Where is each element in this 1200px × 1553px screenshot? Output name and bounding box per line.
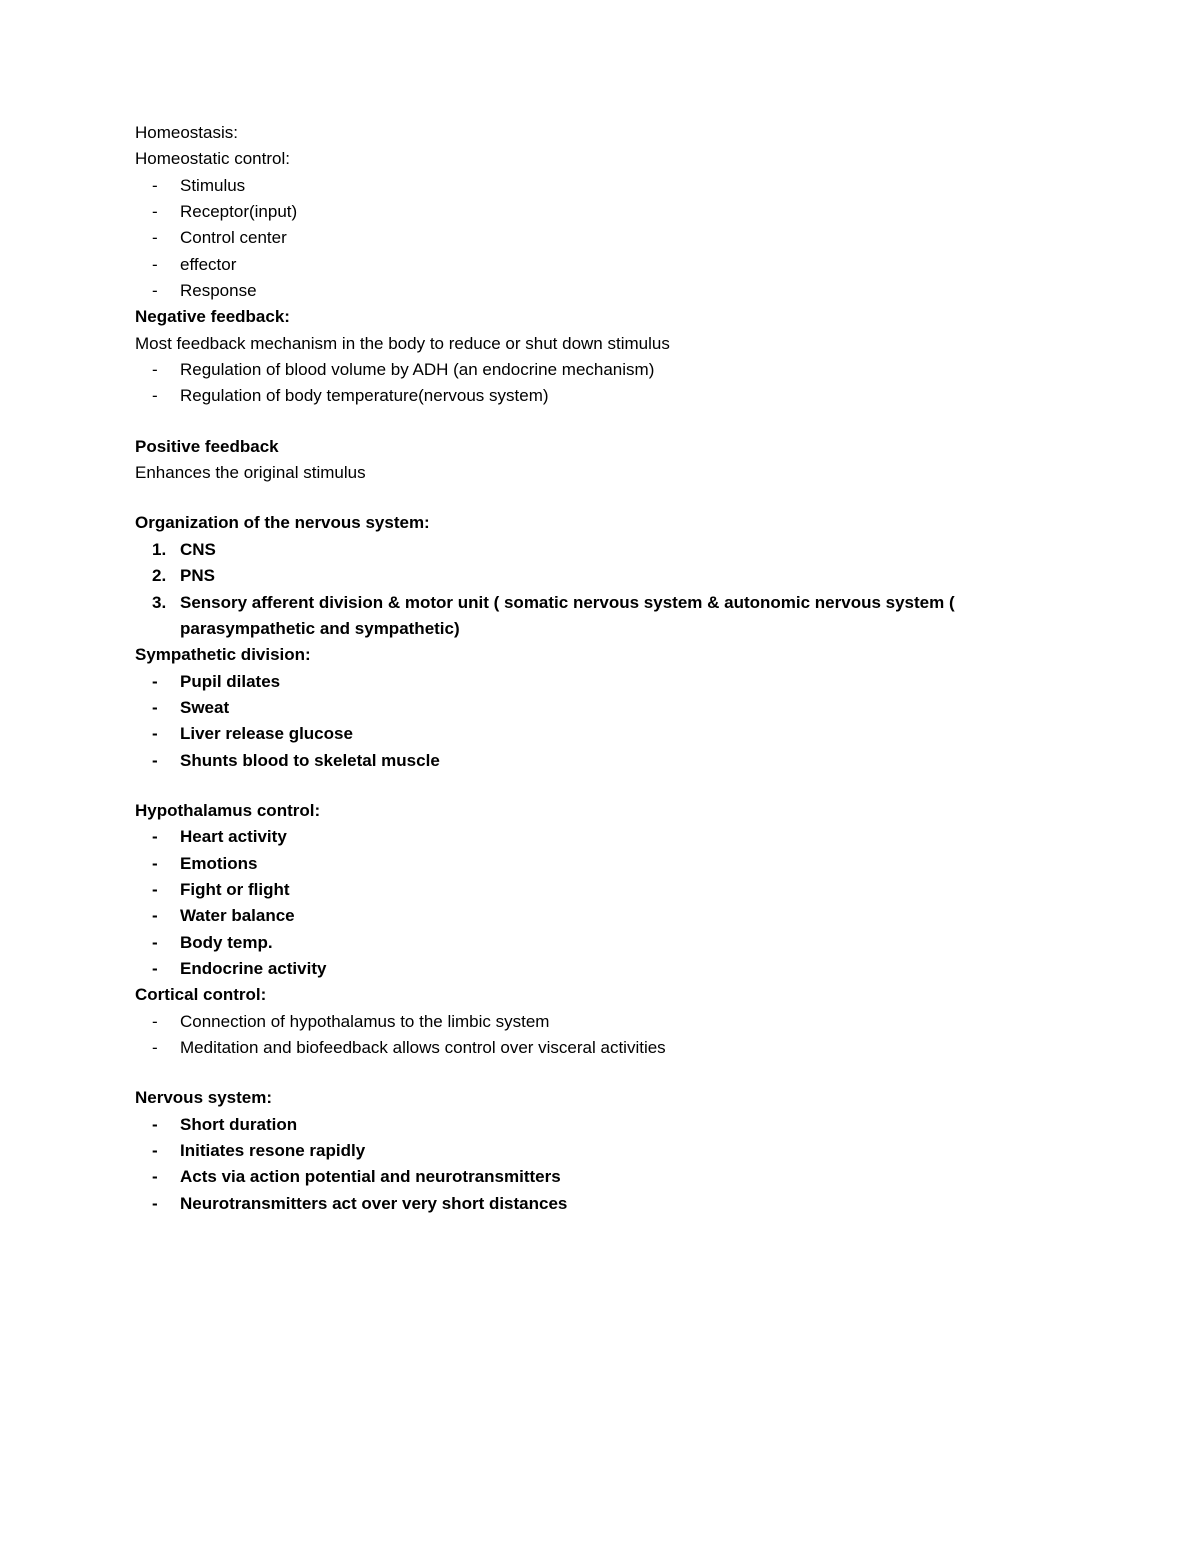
spacer — [135, 486, 1065, 510]
list-item: Water balance — [180, 903, 1065, 929]
section-title-homeostasis: Homeostasis: — [135, 120, 1065, 146]
list-item: Body temp. — [180, 930, 1065, 956]
section-subtitle-homeostatic-control: Homeostatic control: — [135, 146, 1065, 172]
spacer — [135, 774, 1065, 798]
spacer — [135, 1061, 1065, 1085]
heading-organization: Organization of the nervous system: — [135, 510, 1065, 536]
list-item: Emotions — [180, 851, 1065, 877]
sympathetic-list: Pupil dilates Sweat Liver release glucos… — [135, 669, 1065, 774]
hypothalamus-list: Heart activity Emotions Fight or flight … — [135, 824, 1065, 982]
heading-cortical: Cortical control: — [135, 982, 1065, 1008]
list-item: Pupil dilates — [180, 669, 1065, 695]
heading-negative-feedback: Negative feedback: — [135, 304, 1065, 330]
negative-feedback-list: Regulation of blood volume by ADH (an en… — [135, 357, 1065, 410]
list-item: Initiates resone rapidly — [180, 1138, 1065, 1164]
list-item: 2.PNS — [180, 563, 1065, 589]
list-item: Response — [180, 278, 1065, 304]
list-item: Sweat — [180, 695, 1065, 721]
list-item: Acts via action potential and neurotrans… — [180, 1164, 1065, 1190]
cortical-list: Connection of hypothalamus to the limbic… — [135, 1009, 1065, 1062]
list-item: Control center — [180, 225, 1065, 251]
list-item-text: CNS — [180, 540, 216, 559]
list-item-text: Sensory afferent division & motor unit (… — [180, 593, 955, 638]
list-item-text: PNS — [180, 566, 215, 585]
nervous-list: Short duration Initiates resone rapidly … — [135, 1112, 1065, 1217]
heading-positive-feedback: Positive feedback — [135, 434, 1065, 460]
list-item: Regulation of body temperature(nervous s… — [180, 383, 1065, 409]
list-item: Neurotransmitters act over very short di… — [180, 1191, 1065, 1217]
spacer — [135, 410, 1065, 434]
list-item: Connection of hypothalamus to the limbic… — [180, 1009, 1065, 1035]
list-item: Endocrine activity — [180, 956, 1065, 982]
list-item: 3.Sensory afferent division & motor unit… — [180, 590, 1065, 643]
list-item: Meditation and biofeedback allows contro… — [180, 1035, 1065, 1061]
desc-positive-feedback: Enhances the original stimulus — [135, 460, 1065, 486]
list-item: effector — [180, 252, 1065, 278]
desc-negative-feedback: Most feedback mechanism in the body to r… — [135, 331, 1065, 357]
list-item: Heart activity — [180, 824, 1065, 850]
list-item: Fight or flight — [180, 877, 1065, 903]
list-item: Short duration — [180, 1112, 1065, 1138]
heading-hypothalamus: Hypothalamus control: — [135, 798, 1065, 824]
list-item: Receptor(input) — [180, 199, 1065, 225]
list-item: 1.CNS — [180, 537, 1065, 563]
list-item: Regulation of blood volume by ADH (an en… — [180, 357, 1065, 383]
list-item: Stimulus — [180, 173, 1065, 199]
heading-nervous: Nervous system: — [135, 1085, 1065, 1111]
organization-list: 1.CNS 2.PNS 3.Sensory afferent division … — [135, 537, 1065, 642]
list-item: Liver release glucose — [180, 721, 1065, 747]
heading-sympathetic: Sympathetic division: — [135, 642, 1065, 668]
list-item: Shunts blood to skeletal muscle — [180, 748, 1065, 774]
homeostatic-control-list: Stimulus Receptor(input) Control center … — [135, 173, 1065, 305]
